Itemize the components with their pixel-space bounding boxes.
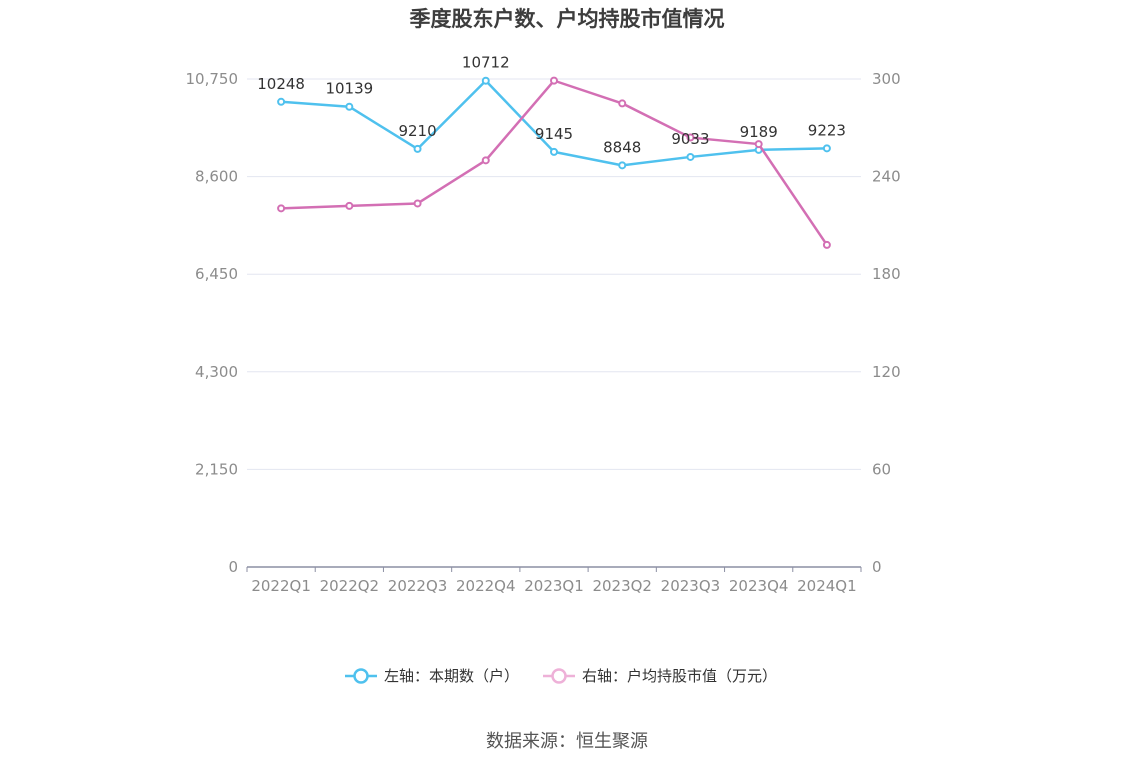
series-2-point[interactable] [481,156,490,165]
data-label: 9145 [535,125,573,143]
series-1-point[interactable] [277,97,286,106]
left-axis-tick-label: 2,150 [195,460,238,478]
right-axis-tick-label: 60 [872,460,891,478]
left-axis-tick-label: 10,750 [186,70,239,88]
legend-item-1[interactable]: 左轴：本期数（户） [345,667,519,685]
right-axis-tick-label: 0 [872,558,882,576]
series-layer [277,76,831,249]
data-label: 10139 [325,80,373,98]
data-label: 9033 [671,130,709,148]
left-axis-tick-label: 4,300 [195,363,238,381]
data-label: 10712 [462,54,510,72]
x-axis-tick-label: 2023Q4 [729,577,789,595]
legend-label: 左轴：本期数（户） [384,667,519,685]
series-1-point[interactable] [481,76,490,85]
x-axis-tick-label: 2023Q3 [661,577,721,595]
x-axis-tick-label: 2022Q4 [456,577,516,595]
legend-marker-icon [551,668,567,684]
data-label: 9210 [398,122,436,140]
series-2-point[interactable] [618,99,627,108]
series-1-point[interactable] [618,161,627,170]
source-note: 数据来源：恒生聚源 [486,731,648,752]
legend-marker-icon [353,668,369,684]
legend[interactable]: 左轴：本期数（户） 右轴：户均持股市值（万元） [345,667,777,685]
x-axis-tick-label: 2022Q1 [251,577,311,595]
series-2-point[interactable] [686,133,695,142]
series-1-point[interactable] [413,144,422,153]
data-label: 8848 [603,138,641,156]
left-axis-tick-label: 8,600 [195,168,238,186]
right-axis-tick-label: 180 [872,265,901,283]
x-axis-tick-label: 2022Q3 [388,577,448,595]
series-line-2 [281,79,828,246]
axes: 0 0 2,150 60 4,300 120 6,450 180 8,600 240 10,750 3… [186,70,901,595]
series-2-point[interactable] [754,140,763,149]
series-2-point[interactable] [345,201,354,210]
series-1-point[interactable] [686,152,695,161]
series-2-point[interactable] [277,204,286,213]
series-1-point[interactable] [345,102,354,111]
data-labels: 10248 10139 9210 10712 9145 8848 9033 9189 9223 [257,54,846,157]
legend-item-2[interactable]: 右轴：户均持股市值（万元） [543,667,777,685]
left-axis-tick-label: 6,450 [195,265,238,283]
left-axis-tick-label: 0 [228,558,238,576]
series-1-point[interactable] [822,144,831,153]
right-axis-tick-label: 120 [872,363,901,381]
chart-title: 季度股东户数、户均持股市值情况 [410,7,725,31]
data-label: 9223 [808,121,846,139]
data-label: 10248 [257,75,305,93]
right-axis-tick-label: 300 [872,70,901,88]
x-axis-tick-label: 2023Q2 [592,577,652,595]
x-axis-tick-label: 2023Q1 [524,577,584,595]
series-1-point[interactable] [550,147,558,156]
x-axis-tick-label: 2022Q2 [320,577,380,595]
series-2-point[interactable] [413,199,422,208]
x-axis-tick-label: 2024Q1 [797,577,857,595]
right-axis-tick-label: 240 [872,168,901,186]
series-2-point[interactable] [822,240,831,249]
series-2-point[interactable] [550,76,558,85]
data-label: 9189 [740,123,778,141]
legend-label: 右轴：户均持股市值（万元） [582,667,777,685]
